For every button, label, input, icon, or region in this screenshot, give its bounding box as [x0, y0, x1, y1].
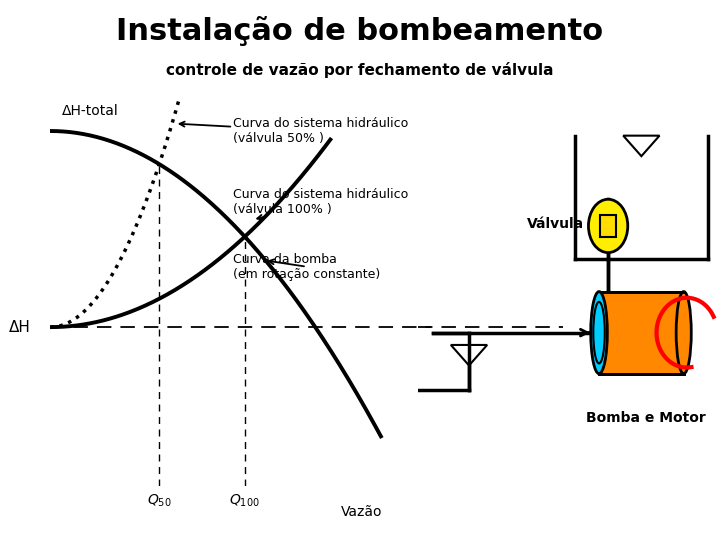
Text: Bomba e Motor: Bomba e Motor: [586, 410, 706, 424]
Text: Curva do sistema hidráulico
(válvula 50% ): Curva do sistema hidráulico (válvula 50%…: [179, 118, 408, 145]
Text: $Q_{50}$: $Q_{50}$: [147, 493, 171, 509]
Text: Curva da bomba
(em rotação constante): Curva da bomba (em rotação constante): [233, 253, 380, 281]
Text: ΔH-total: ΔH-total: [62, 104, 119, 118]
Ellipse shape: [590, 292, 608, 374]
Text: Instalação de bombeamento: Instalação de bombeamento: [117, 16, 603, 46]
Text: ΔH: ΔH: [9, 320, 31, 335]
Text: controle de vazão por fechamento de válvula: controle de vazão por fechamento de válv…: [166, 62, 554, 78]
Ellipse shape: [676, 292, 691, 374]
Text: Vazão: Vazão: [341, 504, 382, 518]
FancyBboxPatch shape: [599, 292, 684, 374]
Text: $Q_{100}$: $Q_{100}$: [230, 493, 260, 509]
Circle shape: [588, 199, 628, 253]
Text: Curva do sistema hidráulico
(válvula 100% ): Curva do sistema hidráulico (válvula 100…: [233, 188, 408, 220]
Text: Válvula: Válvula: [527, 217, 584, 231]
Polygon shape: [600, 215, 616, 237]
